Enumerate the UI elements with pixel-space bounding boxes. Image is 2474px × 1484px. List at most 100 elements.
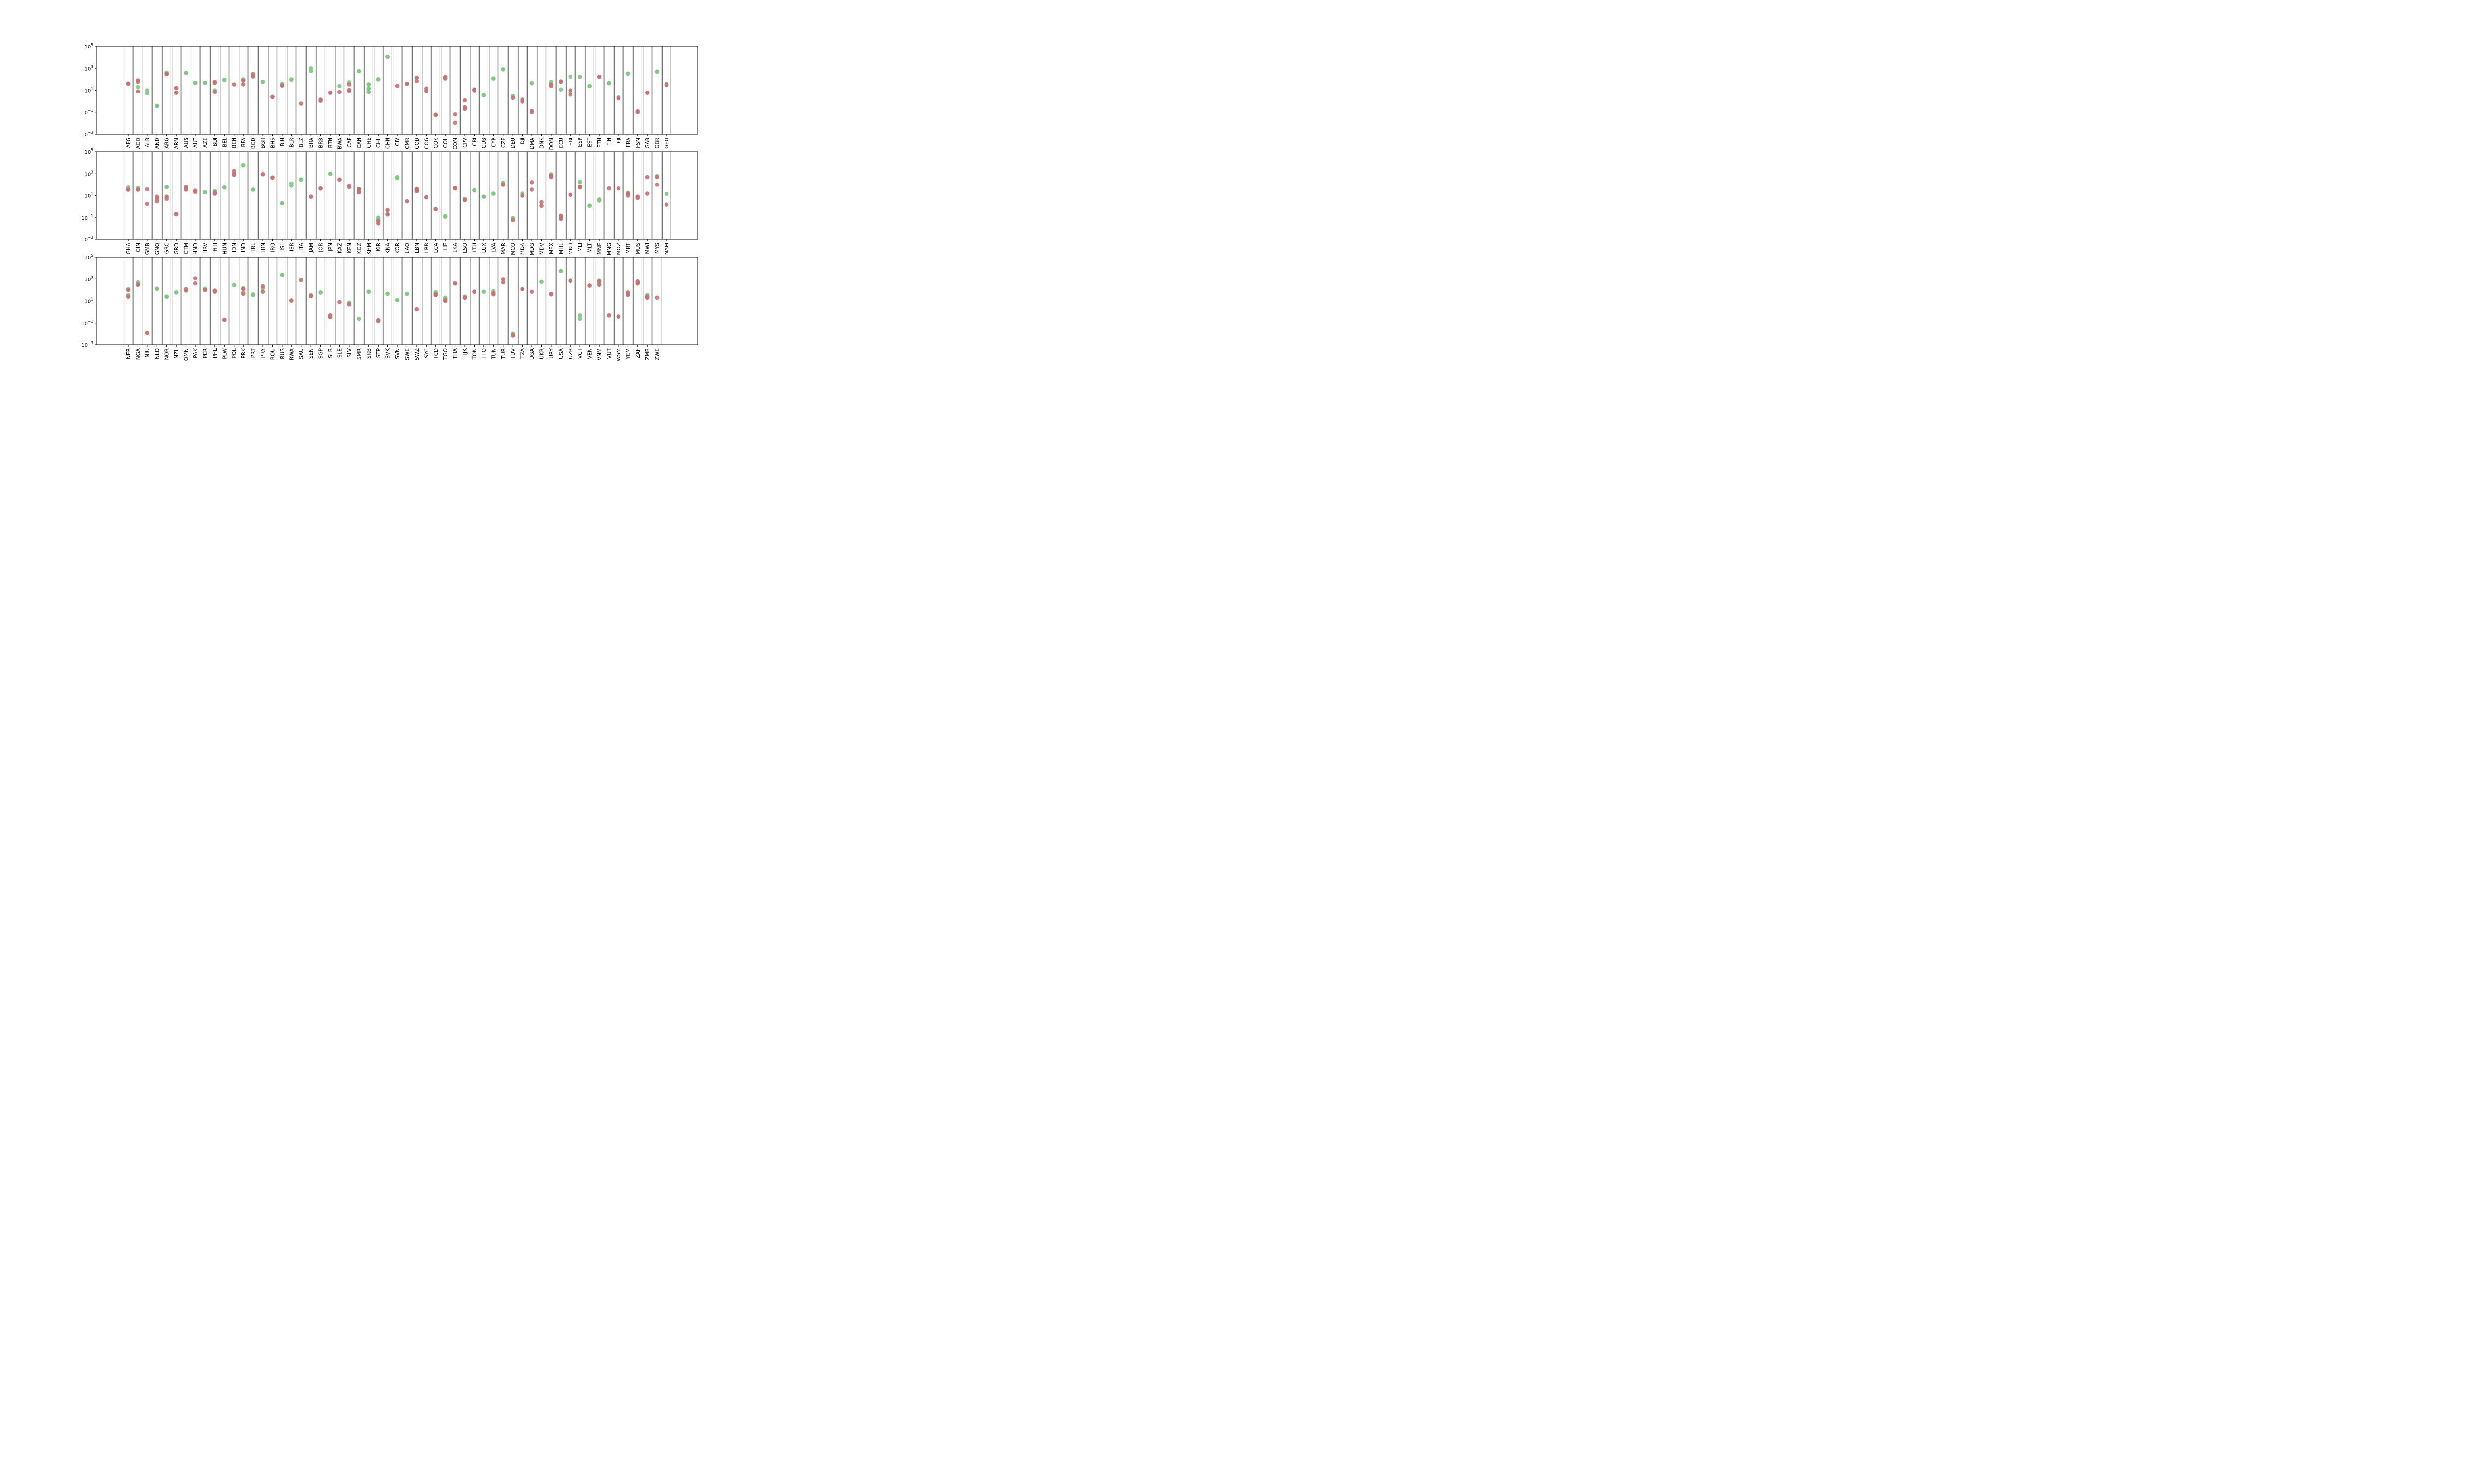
data-point <box>145 187 150 191</box>
data-point <box>174 91 179 95</box>
data-point <box>337 90 342 94</box>
data-point <box>414 189 419 193</box>
data-point <box>241 163 246 168</box>
data-point <box>510 333 515 338</box>
data-point <box>366 289 371 294</box>
x-tick-label: CMR <box>404 138 410 149</box>
series-1 <box>126 163 669 222</box>
series-2 <box>126 169 669 226</box>
x-tick-label: KGZ <box>356 243 362 254</box>
x-tick-label: SRB <box>366 348 372 359</box>
x-tick-label: URY <box>549 348 555 358</box>
data-point <box>347 82 352 87</box>
x-tick-label: TON <box>472 348 477 360</box>
x-tick-label: MEX <box>549 243 555 254</box>
data-point <box>529 187 534 192</box>
data-point <box>577 316 582 321</box>
x-tick-label: GEO <box>664 138 670 149</box>
data-point <box>385 207 390 212</box>
x-tick-label: JAM <box>308 243 314 253</box>
data-point <box>164 196 169 201</box>
data-point <box>491 291 496 296</box>
x-tick-label: NGA <box>135 348 141 360</box>
x-tick-label: GBR <box>655 138 661 149</box>
x-tick-label: PER <box>202 348 208 358</box>
x-tick-label: KOR <box>395 243 401 254</box>
x-tick-label: LAO <box>404 243 410 253</box>
data-point <box>655 69 659 74</box>
data-point <box>184 71 188 75</box>
data-point <box>635 109 640 114</box>
x-tick-label: MWI <box>645 243 651 254</box>
data-point <box>635 194 640 199</box>
data-point <box>568 192 573 197</box>
data-point <box>193 189 198 194</box>
data-point <box>154 286 159 291</box>
data-point <box>385 212 390 217</box>
data-point <box>308 69 313 74</box>
data-point <box>289 298 294 303</box>
x-tick-label: STP <box>376 348 381 358</box>
data-point <box>347 302 352 307</box>
x-tick-label: ETH <box>597 138 603 148</box>
x-tick-label: SLV <box>347 348 353 357</box>
data-point <box>539 200 544 205</box>
data-point <box>520 193 524 198</box>
data-point <box>529 108 534 113</box>
data-point <box>203 288 207 292</box>
subplot-3: 10−3 10−1 101 103 105 NER NGA NIU NLD NOR NZL OMN PA… <box>81 253 698 361</box>
x-tick-label: VCT <box>577 348 583 359</box>
data-point <box>260 289 265 294</box>
x-tick-label: GTM <box>184 243 190 254</box>
x-tick-label: COD <box>414 138 420 149</box>
x-tick-label: MRT <box>625 242 631 254</box>
data-point <box>481 93 486 97</box>
x-tick-label: MOZ <box>616 243 622 255</box>
x-tick-label: AGO <box>135 138 141 149</box>
x-tick-label: IND <box>241 243 247 252</box>
x-tick-label: COL <box>443 138 449 148</box>
data-point <box>145 330 150 335</box>
data-point <box>328 91 333 95</box>
data-point <box>136 282 140 287</box>
data-point <box>539 203 544 208</box>
x-tick-label: ZAF <box>635 348 641 358</box>
data-point <box>664 82 669 87</box>
data-point <box>328 171 333 176</box>
x-tick-label: KNA <box>385 242 391 254</box>
data-point <box>318 186 323 191</box>
data-point <box>260 79 265 84</box>
x-tick-label: ISR <box>289 243 295 251</box>
data-point <box>568 278 573 283</box>
data-point <box>655 175 659 180</box>
x-tick-label: IDN <box>232 243 238 252</box>
y-tick-label: 103 <box>84 170 93 177</box>
data-point <box>154 103 159 108</box>
data-point <box>549 291 554 296</box>
x-tick-label: MLI <box>577 243 583 252</box>
x-tick-label: KIR <box>376 243 381 251</box>
x-tick-label: CHN <box>385 138 391 149</box>
data-point <box>645 295 650 300</box>
data-point <box>212 289 217 294</box>
x-tick-label: BWA <box>337 137 343 149</box>
data-point <box>501 277 506 281</box>
x-tick-label: SYC <box>424 348 429 358</box>
data-point <box>510 218 515 222</box>
x-tick-label: DEU <box>510 138 516 148</box>
x-tick-label: DJI <box>520 138 526 144</box>
data-point <box>616 314 621 319</box>
x-tick-label: SWE <box>404 348 410 360</box>
x-tick-label: HTI <box>212 243 218 251</box>
x-tick-label: ARM <box>174 138 180 149</box>
data-point <box>443 214 448 218</box>
x-tick-label: ARG <box>164 138 170 149</box>
data-point <box>453 112 457 117</box>
data-point <box>559 79 563 84</box>
x-tick-label: ROU <box>270 348 276 360</box>
x-tick-label: BFA <box>241 137 247 147</box>
data-point <box>597 279 602 284</box>
data-point <box>559 87 563 92</box>
data-point <box>241 78 246 83</box>
x-tick-label: LBR <box>424 243 429 253</box>
